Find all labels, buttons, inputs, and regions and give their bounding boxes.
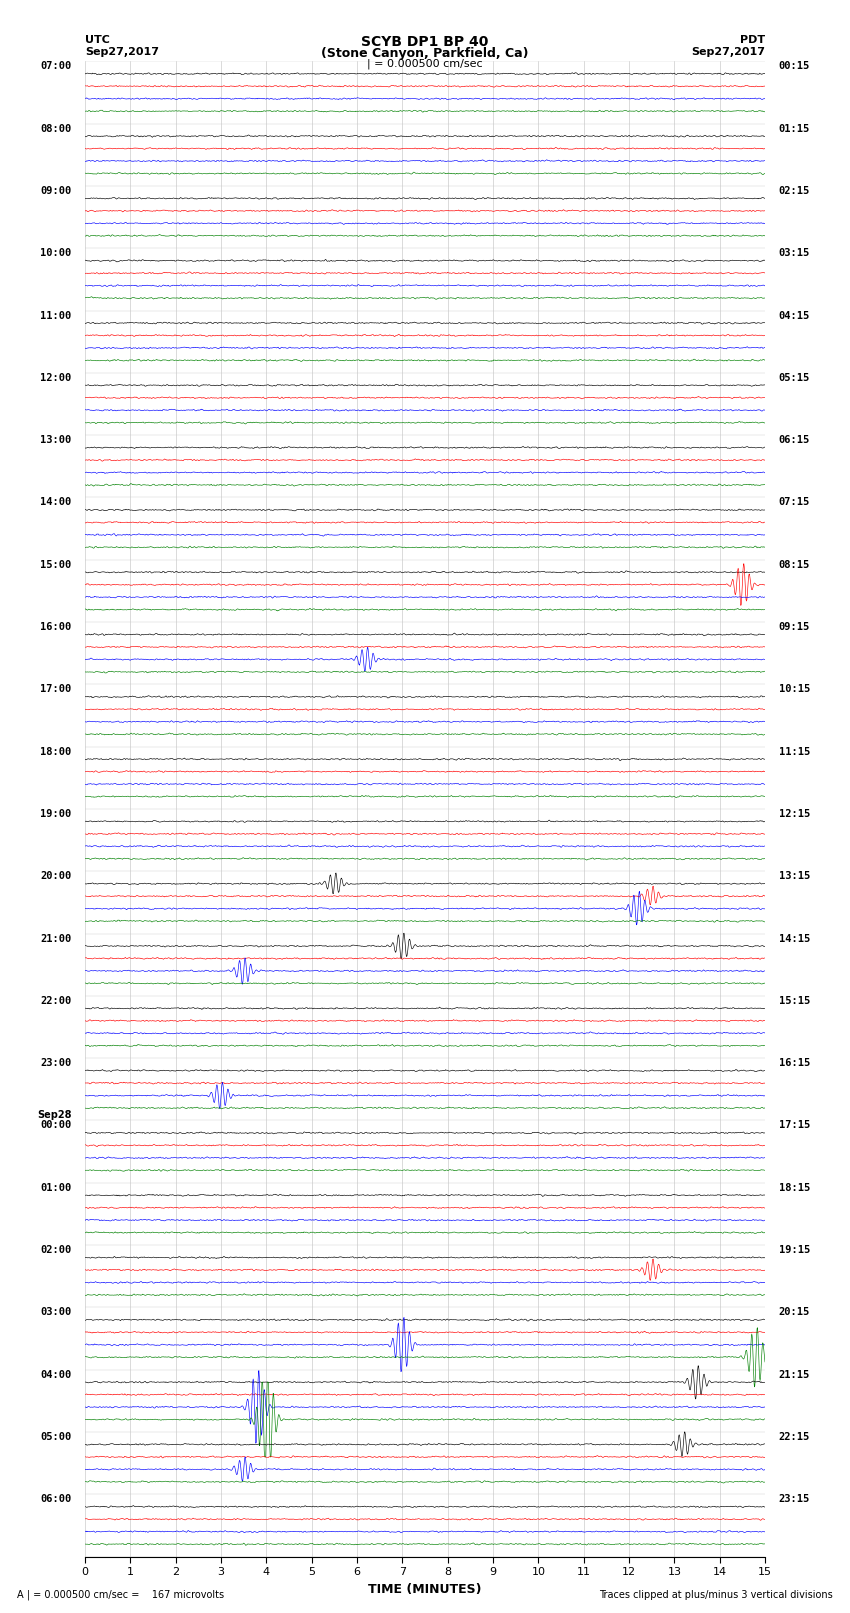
Text: 00:00: 00:00 bbox=[40, 1121, 71, 1131]
Text: 20:15: 20:15 bbox=[779, 1307, 810, 1318]
Text: 13:15: 13:15 bbox=[779, 871, 810, 881]
Text: | = 0.000500 cm/sec: | = 0.000500 cm/sec bbox=[367, 58, 483, 69]
Text: Sep27,2017: Sep27,2017 bbox=[85, 47, 159, 56]
Text: 05:15: 05:15 bbox=[779, 373, 810, 382]
Text: 12:15: 12:15 bbox=[779, 810, 810, 819]
Text: 06:15: 06:15 bbox=[779, 436, 810, 445]
Text: 21:00: 21:00 bbox=[40, 934, 71, 944]
Text: PDT: PDT bbox=[740, 35, 765, 45]
Text: 09:00: 09:00 bbox=[40, 185, 71, 195]
Text: 11:15: 11:15 bbox=[779, 747, 810, 756]
Text: 15:00: 15:00 bbox=[40, 560, 71, 569]
Text: SCYB DP1 BP 40: SCYB DP1 BP 40 bbox=[361, 35, 489, 50]
Text: 17:15: 17:15 bbox=[779, 1121, 810, 1131]
Text: 03:00: 03:00 bbox=[40, 1307, 71, 1318]
Text: 23:15: 23:15 bbox=[779, 1494, 810, 1505]
Text: 08:15: 08:15 bbox=[779, 560, 810, 569]
Text: Traces clipped at plus/minus 3 vertical divisions: Traces clipped at plus/minus 3 vertical … bbox=[599, 1590, 833, 1600]
Text: 21:15: 21:15 bbox=[779, 1369, 810, 1379]
Text: 07:15: 07:15 bbox=[779, 497, 810, 508]
Text: 07:00: 07:00 bbox=[40, 61, 71, 71]
Text: 14:00: 14:00 bbox=[40, 497, 71, 508]
Text: 22:00: 22:00 bbox=[40, 995, 71, 1007]
Text: 17:00: 17:00 bbox=[40, 684, 71, 694]
Text: 06:00: 06:00 bbox=[40, 1494, 71, 1505]
Text: (Stone Canyon, Parkfield, Ca): (Stone Canyon, Parkfield, Ca) bbox=[321, 47, 529, 60]
Text: 02:00: 02:00 bbox=[40, 1245, 71, 1255]
Text: 03:15: 03:15 bbox=[779, 248, 810, 258]
Text: Sep28: Sep28 bbox=[37, 1110, 71, 1121]
Text: 18:15: 18:15 bbox=[779, 1182, 810, 1192]
Text: 02:15: 02:15 bbox=[779, 185, 810, 195]
Text: 10:00: 10:00 bbox=[40, 248, 71, 258]
Text: 10:15: 10:15 bbox=[779, 684, 810, 694]
Text: 16:00: 16:00 bbox=[40, 623, 71, 632]
Text: 09:15: 09:15 bbox=[779, 623, 810, 632]
Text: 13:00: 13:00 bbox=[40, 436, 71, 445]
Text: 18:00: 18:00 bbox=[40, 747, 71, 756]
Text: 23:00: 23:00 bbox=[40, 1058, 71, 1068]
Text: 11:00: 11:00 bbox=[40, 311, 71, 321]
X-axis label: TIME (MINUTES): TIME (MINUTES) bbox=[368, 1582, 482, 1595]
Text: 04:00: 04:00 bbox=[40, 1369, 71, 1379]
Text: 22:15: 22:15 bbox=[779, 1432, 810, 1442]
Text: 15:15: 15:15 bbox=[779, 995, 810, 1007]
Text: 01:15: 01:15 bbox=[779, 124, 810, 134]
Text: 19:15: 19:15 bbox=[779, 1245, 810, 1255]
Text: 20:00: 20:00 bbox=[40, 871, 71, 881]
Text: 08:00: 08:00 bbox=[40, 124, 71, 134]
Text: 00:15: 00:15 bbox=[779, 61, 810, 71]
Text: A | = 0.000500 cm/sec =    167 microvolts: A | = 0.000500 cm/sec = 167 microvolts bbox=[17, 1589, 224, 1600]
Text: UTC: UTC bbox=[85, 35, 110, 45]
Text: 14:15: 14:15 bbox=[779, 934, 810, 944]
Text: 01:00: 01:00 bbox=[40, 1182, 71, 1192]
Text: 05:00: 05:00 bbox=[40, 1432, 71, 1442]
Text: 16:15: 16:15 bbox=[779, 1058, 810, 1068]
Text: 19:00: 19:00 bbox=[40, 810, 71, 819]
Text: 12:00: 12:00 bbox=[40, 373, 71, 382]
Text: 04:15: 04:15 bbox=[779, 311, 810, 321]
Text: Sep27,2017: Sep27,2017 bbox=[691, 47, 765, 56]
